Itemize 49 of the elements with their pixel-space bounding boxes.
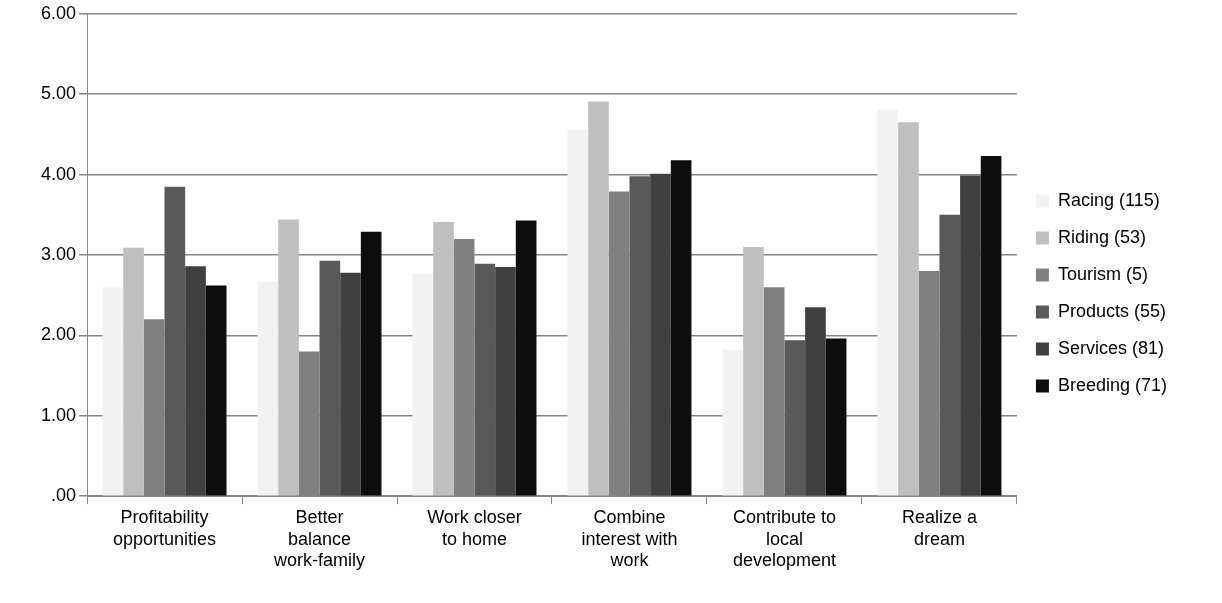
bar [185, 266, 206, 496]
bar [877, 109, 899, 496]
bar [825, 338, 847, 496]
bar [360, 231, 382, 496]
bar [257, 281, 279, 496]
bar [670, 160, 692, 496]
x-tick-label: Work closer to home [427, 506, 522, 549]
bar [474, 263, 496, 496]
y-tick-label: 2.00 [40, 324, 77, 345]
bar [743, 246, 764, 496]
bar [588, 101, 609, 496]
legend-label: Services (81) [1057, 337, 1164, 358]
legend-label: Tourism (5) [1057, 263, 1148, 284]
y-tick-label: 3.00 [40, 243, 77, 264]
x-tick-label: Realize a dream [901, 506, 978, 549]
bar [650, 173, 671, 496]
bar [123, 247, 144, 496]
bar [898, 122, 919, 496]
legend-label: Riding (53) [1057, 226, 1146, 247]
bar [939, 214, 961, 496]
x-tick-label: Profitability opportunities [112, 506, 217, 549]
x-tick-label: Combine interest with work [581, 506, 678, 571]
bar [319, 260, 341, 496]
bar [784, 340, 806, 496]
bar [567, 129, 589, 496]
bar [102, 287, 124, 496]
bar [805, 307, 826, 496]
bar [722, 349, 744, 496]
bar [515, 220, 537, 496]
bar [629, 176, 651, 496]
legend-label: Racing (115) [1057, 189, 1160, 210]
bar [960, 175, 981, 496]
legend-label: Products (55) [1057, 300, 1166, 321]
y-tick-label: 5.00 [40, 83, 77, 104]
bar [495, 267, 516, 496]
bar [340, 272, 361, 496]
y-tick-label: 6.00 [40, 2, 77, 23]
bar [205, 285, 227, 496]
legend-label: Breeding (71) [1057, 374, 1168, 395]
y-tick-label: 1.00 [40, 404, 77, 425]
bar [980, 156, 1002, 496]
x-tick-label: Better balance work-family [273, 506, 366, 571]
bar [164, 186, 186, 496]
x-tick-label: Contribute to local development [732, 506, 836, 571]
bar [278, 219, 299, 496]
bar [433, 222, 454, 496]
y-tick-label: 4.00 [40, 163, 77, 184]
y-tick-label: .00 [51, 485, 77, 506]
bar [412, 273, 434, 496]
